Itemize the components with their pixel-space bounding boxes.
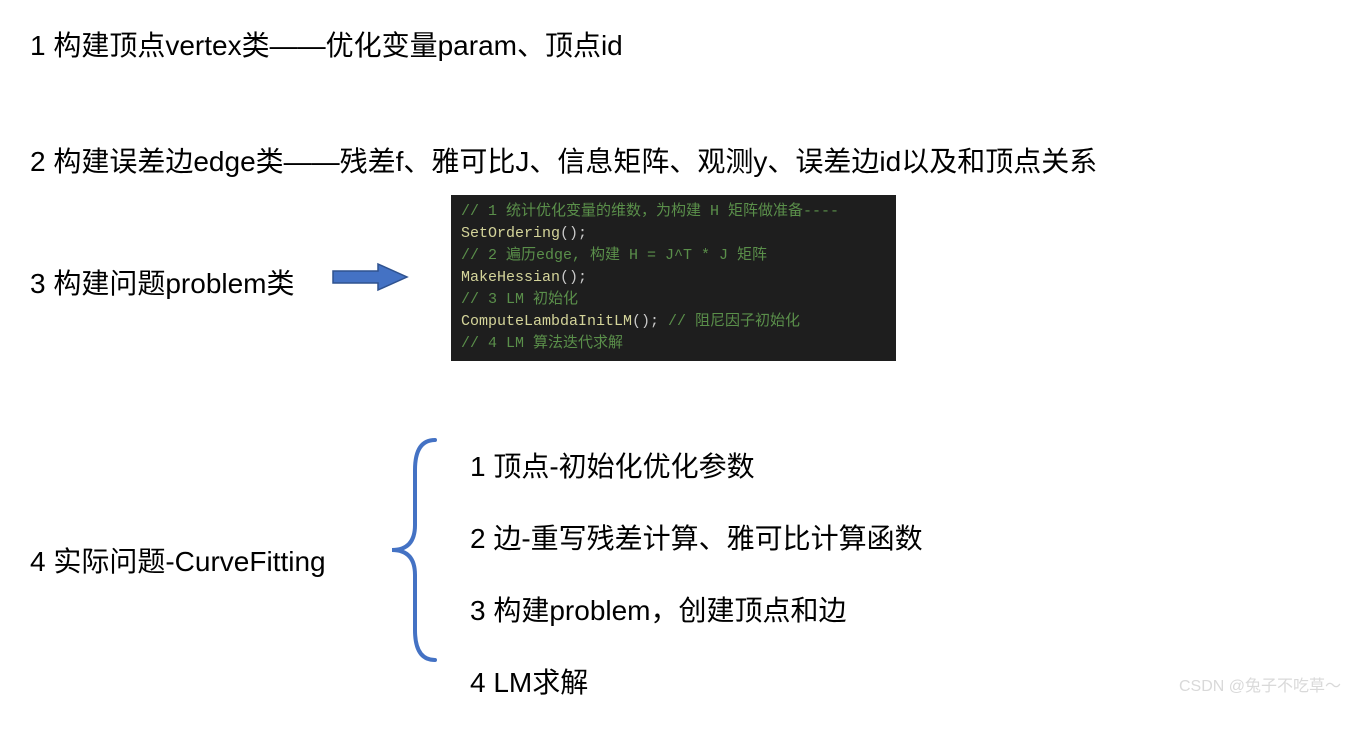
code-comment-1: // 1 统计优化变量的维数，为构建 H 矩阵做准备---- xyxy=(461,203,839,220)
code-comment-2: // 2 遍历edge, 构建 H = J^T * J 矩阵 xyxy=(461,247,767,264)
code-comment-damping: // 阻尼因子初始化 xyxy=(659,313,800,330)
code-comment-4: // 4 LM 算法迭代求解 xyxy=(461,335,623,352)
brace-icon xyxy=(380,435,450,665)
step-4-text: 4 实际问题-CurveFitting xyxy=(30,540,326,580)
sub-item-1: 1 顶点-初始化优化参数 xyxy=(470,445,923,485)
code-call-setordering: SetOrdering xyxy=(461,225,560,242)
code-punc: (); xyxy=(632,313,659,330)
step-1-text: 1 构建顶点vertex类——优化变量param、顶点id xyxy=(30,24,623,64)
step-2-text: 2 构建误差边edge类——残差f、雅可比J、信息矩阵、观测y、误差边id以及和… xyxy=(30,140,1097,180)
sub-item-2: 2 边-重写残差计算、雅可比计算函数 xyxy=(470,517,923,557)
code-call-computelambda: ComputeLambdaInitLM xyxy=(461,313,632,330)
code-punc: (); xyxy=(560,269,587,286)
sub-item-4: 4 LM求解 xyxy=(470,661,923,701)
code-comment-3: // 3 LM 初始化 xyxy=(461,291,578,308)
code-punc: (); xyxy=(560,225,587,242)
step-3-text: 3 构建问题problem类 xyxy=(30,262,295,302)
watermark-text: CSDN @兔子不吃草～ xyxy=(1179,672,1341,696)
sub-item-3: 3 构建problem，创建顶点和边 xyxy=(470,589,923,629)
arrow-icon xyxy=(330,262,410,292)
code-call-makehessian: MakeHessian xyxy=(461,269,560,286)
sub-list: 1 顶点-初始化优化参数 2 边-重写残差计算、雅可比计算函数 3 构建prob… xyxy=(470,445,923,733)
code-snippet: // 1 统计优化变量的维数，为构建 H 矩阵做准备---- SetOrderi… xyxy=(451,195,896,361)
